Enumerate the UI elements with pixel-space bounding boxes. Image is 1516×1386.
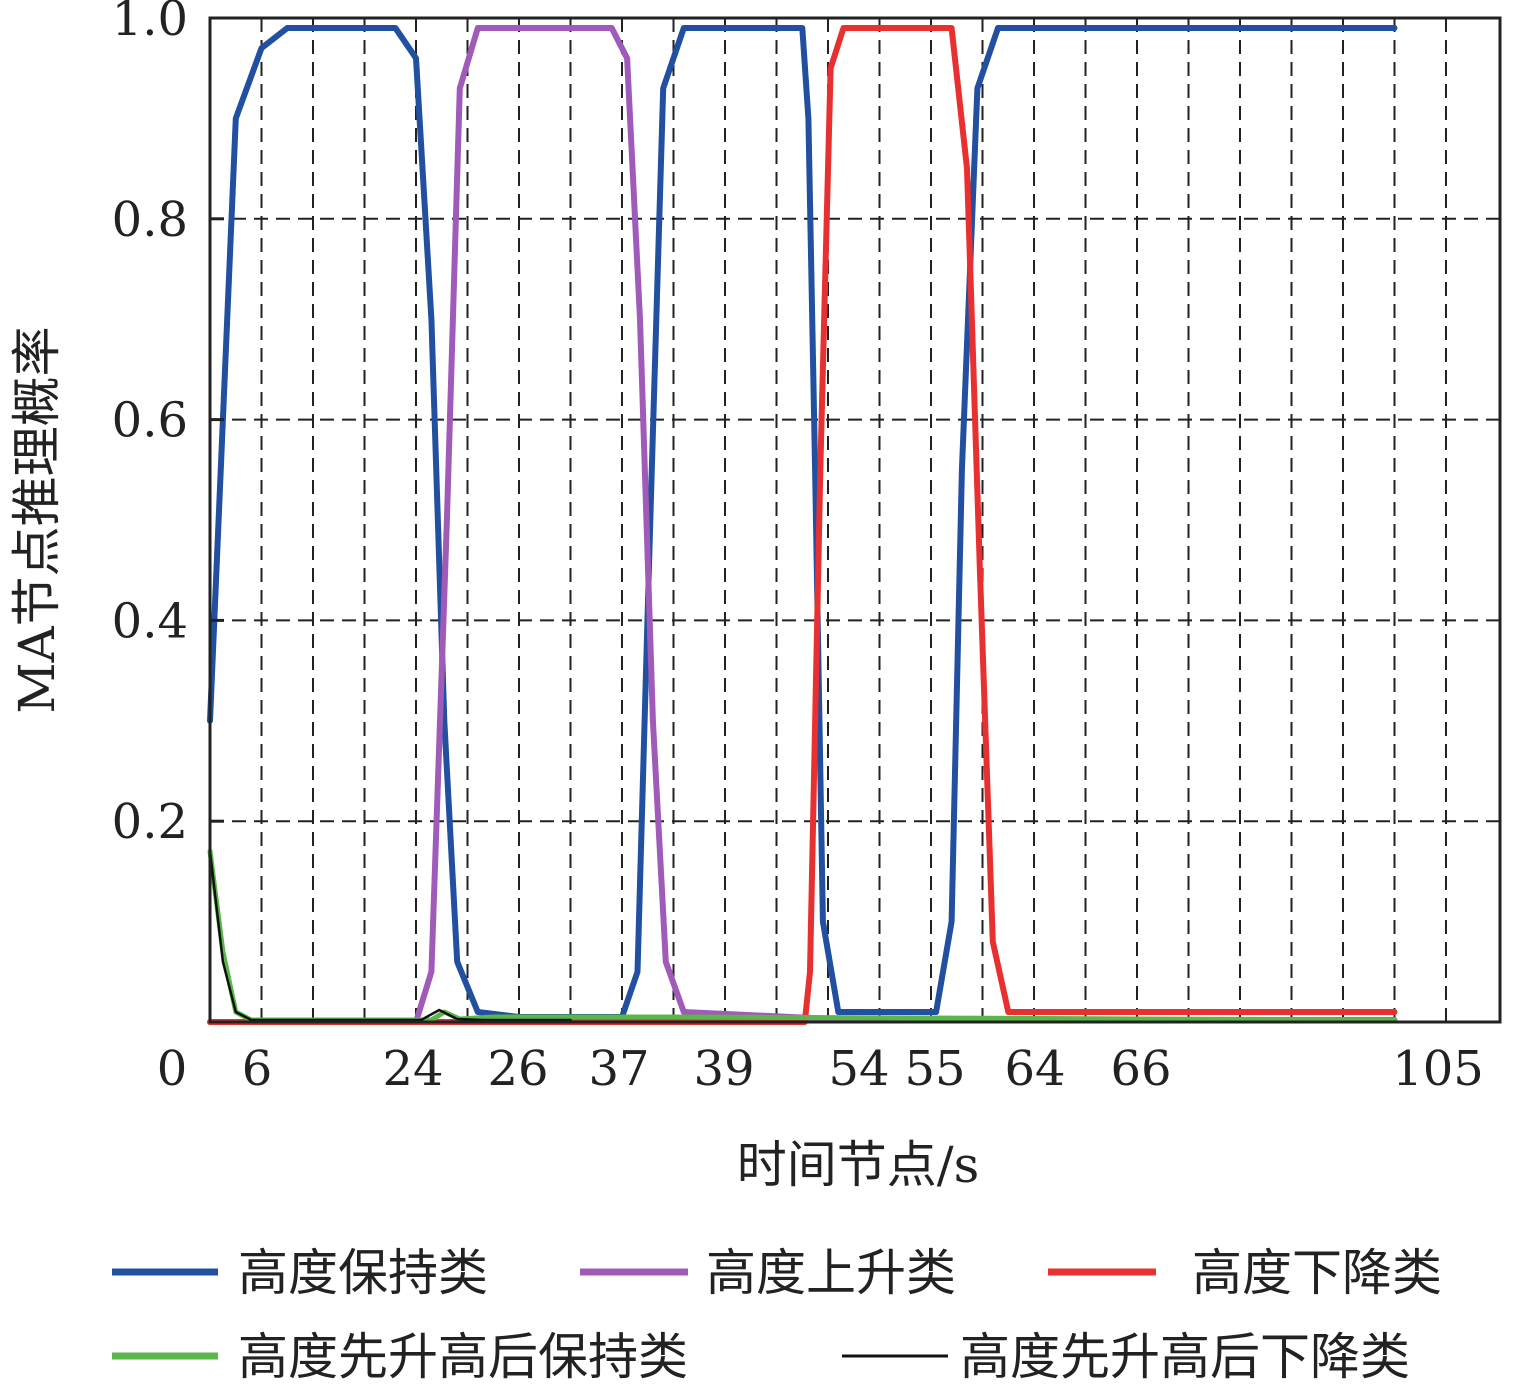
x-tick-label: 105 [1392,1041,1484,1097]
x-tick-label: 39 [693,1041,754,1097]
x-tick-label: 24 [382,1041,443,1097]
legend-label: 高度先升高后保持类 [238,1328,688,1386]
y-tick-label: 0.8 [112,192,188,248]
x-tick-label: 6 [242,1041,273,1097]
x-tick-label: 64 [1004,1041,1065,1097]
legend-label: 高度下降类 [1192,1244,1442,1302]
x-tick-label: 26 [487,1041,548,1097]
series-line [207,25,1398,1025]
y-tick-label: 0.2 [112,794,188,850]
y-axis-label: MA节点推理概率 [8,326,66,713]
y-tick-label: 0.4 [112,593,188,649]
plot-frame [208,16,1502,1024]
x-tick-label: 54 [828,1041,889,1097]
x-tick-label: 0 [157,1041,188,1097]
y-tick-label: 0.6 [112,393,188,449]
legend-label: 高度上升类 [706,1244,956,1302]
series-line [207,848,1397,1023]
series-line [207,25,1398,1025]
x-tick-label: 37 [588,1041,649,1097]
series-line [208,850,572,1022]
y-tick-label: 1.0 [112,0,188,47]
grid-lines [210,18,1500,1022]
legend-label: 高度先升高后下降类 [960,1328,1410,1386]
x-axis-label: 时间节点/s [737,1136,980,1194]
series-line [207,25,1398,1020]
x-tick-label: 66 [1110,1041,1171,1097]
x-tick-label: 55 [904,1041,965,1097]
x-tick-labels: 0 6 24 26 37 39 54 55 64 66 105 [157,1041,1484,1097]
y-tick-labels: 0.2 0.4 0.6 0.8 1.0 [112,0,224,850]
plot-lines [207,25,1398,1025]
legend-label: 高度保持类 [238,1244,488,1302]
